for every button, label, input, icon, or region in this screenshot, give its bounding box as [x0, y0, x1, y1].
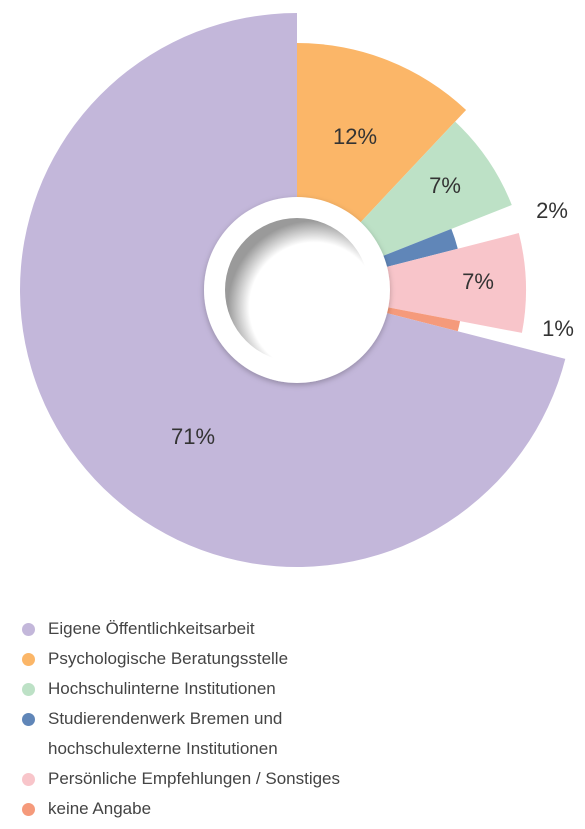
- legend-marker: [22, 713, 35, 726]
- value-label: 2%: [536, 198, 568, 223]
- legend-item: Hochschulinterne Institutionen: [22, 674, 372, 704]
- value-label: 1%: [542, 316, 574, 341]
- legend-marker: [22, 683, 35, 696]
- value-label: 7%: [462, 269, 494, 294]
- legend-marker: [22, 803, 35, 816]
- pie-slice: [297, 233, 526, 333]
- chart: 12% 7% 2% 7% 1% 71%: [19, 13, 574, 567]
- legend-item: Eigene Öffentlichkeitsarbeit: [22, 614, 372, 644]
- value-label: 7%: [429, 173, 461, 198]
- legend-label: Psychologische Beratungsstelle: [48, 649, 289, 668]
- legend: Eigene Öffentlichkeitsarbeit Psychologisc…: [22, 614, 372, 824]
- legend-item: Studierendenwerk Bremen und hochschulext…: [22, 704, 372, 764]
- legend-marker: [22, 773, 35, 786]
- legend-label: Studierendenwerk Bremen und hochschulext…: [48, 709, 283, 758]
- legend-marker: [22, 653, 35, 666]
- legend-item: Persönliche Empfehlungen / Sonstiges: [22, 764, 372, 794]
- legend-label: keine Angabe: [48, 799, 152, 818]
- legend-label: Eigene Öffentlichkeitsarbeit: [48, 619, 255, 638]
- value-label: 71%: [171, 424, 215, 449]
- value-label: 12%: [333, 124, 377, 149]
- legend-label: Hochschulinterne Institutionen: [48, 679, 276, 698]
- legend-item: Psychologische Beratungsstelle: [22, 644, 372, 674]
- legend-item: keine Angabe: [22, 794, 372, 824]
- donut-hole: [225, 218, 369, 362]
- legend-marker: [22, 623, 35, 636]
- legend-label: Persönliche Empfehlungen / Sonstiges: [48, 769, 341, 788]
